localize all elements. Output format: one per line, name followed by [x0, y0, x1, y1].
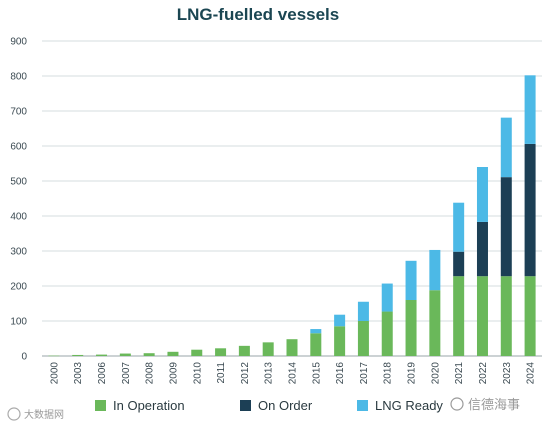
bar-in-operation: [96, 354, 108, 356]
bar-lng-ready: [524, 75, 536, 144]
y-tick-label: 700: [10, 107, 27, 118]
legend-swatch: [95, 400, 106, 411]
bar-lng-ready: [357, 301, 369, 321]
legend-label: LNG Ready: [375, 398, 443, 413]
bar-in-operation: [381, 311, 393, 356]
wechat-icon: [7, 407, 21, 421]
legend-swatch: [240, 400, 251, 411]
x-tick-label: 2009: [168, 362, 179, 385]
legend-label: In Operation: [113, 398, 185, 413]
legend-swatch: [357, 400, 368, 411]
bar-in-operation: [524, 276, 536, 356]
x-tick-label: 2007: [121, 362, 132, 385]
watermark-left-text: 大数据网: [24, 408, 64, 421]
x-tick-label: 2011: [216, 362, 227, 384]
x-tick-label: 2020: [430, 362, 441, 385]
x-tick-label: 2023: [502, 362, 513, 385]
bar-in-operation: [476, 276, 488, 356]
bar-lng-ready: [310, 329, 322, 334]
y-tick-label: 0: [21, 352, 27, 363]
bar-on-order: [453, 251, 465, 277]
x-tick-label: 2012: [240, 362, 251, 385]
watermark-left: 大数据网: [7, 407, 64, 421]
x-tick-label: 2006: [97, 362, 108, 385]
y-tick-label: 900: [10, 37, 27, 48]
chart-title: LNG-fuelled vessels: [177, 5, 340, 24]
x-tick-label: 2014: [288, 362, 299, 385]
bars: [48, 75, 536, 357]
bar-in-operation: [72, 354, 84, 356]
x-tick-label: 2019: [407, 362, 418, 385]
bar-in-operation: [429, 290, 441, 356]
bar-in-operation: [167, 351, 179, 356]
bar-on-order: [524, 143, 536, 277]
watermark-right-text: 信德海事: [468, 398, 520, 413]
y-tick-label: 200: [10, 282, 27, 293]
y-tick-label: 800: [10, 72, 27, 83]
x-tick-label: 2008: [145, 362, 156, 385]
bar-in-operation: [334, 326, 346, 356]
x-tick-label: 2017: [359, 362, 370, 385]
bar-in-operation: [262, 342, 274, 356]
bar-lng-ready: [334, 314, 346, 327]
watermark-right: 信德海事: [450, 397, 520, 413]
y-tick-label: 400: [10, 212, 27, 223]
bar-lng-ready: [476, 167, 488, 222]
x-tick-label: 2000: [49, 362, 60, 385]
bar-in-operation: [48, 355, 60, 357]
bar-in-operation: [143, 353, 155, 356]
bar-on-order: [500, 177, 512, 277]
bar-in-operation: [310, 333, 322, 356]
y-axis: 0 100 200 300 400 500 600 700 800 900: [10, 37, 27, 363]
bar-in-operation: [191, 349, 203, 356]
y-tick-label: 300: [10, 247, 27, 258]
x-tick-label: 2024: [526, 362, 537, 385]
legend-label: On Order: [258, 398, 313, 413]
bar-in-operation: [405, 300, 417, 356]
bar-in-operation: [500, 276, 512, 356]
x-tick-label: 2016: [335, 362, 346, 385]
x-tick-label: 2015: [311, 362, 322, 385]
y-tick-label: 500: [10, 177, 27, 188]
x-axis: 2000 2003 2006 2007 2008 2009 2010 2011 2012 2013…: [49, 362, 536, 385]
x-tick-label: 2013: [264, 362, 275, 385]
y-tick-label: 100: [10, 317, 27, 328]
bar-lng-ready: [429, 249, 441, 291]
bar-on-order: [476, 221, 488, 277]
bar-lng-ready: [453, 202, 465, 252]
bar-in-operation: [453, 276, 465, 356]
x-tick-label: 2003: [73, 362, 84, 385]
bar-in-operation: [238, 345, 250, 356]
bar-lng-ready: [381, 283, 393, 312]
bar-in-operation: [357, 321, 369, 356]
bar-in-operation: [286, 339, 298, 356]
y-tick-label: 600: [10, 142, 27, 153]
x-tick-label: 2022: [478, 362, 489, 385]
x-tick-label: 2010: [192, 362, 203, 385]
bar-lng-ready: [405, 260, 417, 300]
x-tick-label: 2021: [454, 362, 465, 385]
bar-in-operation: [119, 353, 131, 356]
wechat-icon: [450, 397, 464, 411]
bar-in-operation: [215, 348, 227, 356]
x-tick-label: 2018: [383, 362, 394, 385]
bar-lng-ready: [500, 117, 512, 178]
legend: In Operation On Order LNG Ready: [95, 398, 443, 413]
grid-lines: [42, 40, 542, 357]
